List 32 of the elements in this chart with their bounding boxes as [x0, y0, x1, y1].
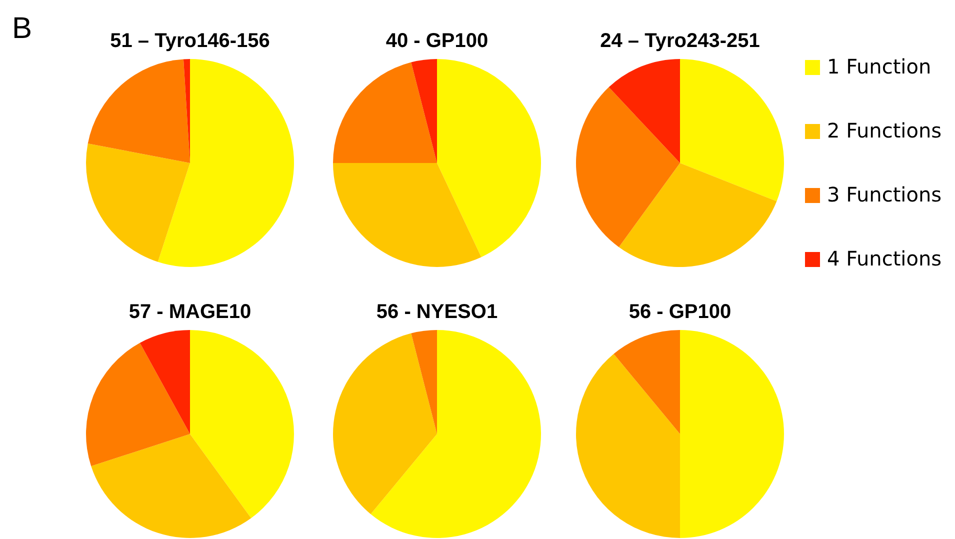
pie-slice — [333, 333, 437, 514]
chart-title: 57 - MAGE10 — [128, 301, 252, 323]
chart-title: 24 – Tyro243-251 — [600, 30, 760, 52]
pie-slice — [91, 434, 252, 538]
legend-label: 4 Functions — [827, 246, 942, 270]
legend-label: 3 Functions — [827, 182, 942, 206]
chart-title: 56 - GP100 — [628, 301, 732, 323]
pie-slice — [190, 330, 294, 518]
pie-slice — [88, 59, 190, 163]
pie-slice — [576, 87, 680, 248]
legend-label: 1 Function — [827, 54, 932, 78]
pie-slice — [680, 59, 784, 202]
pie-slice — [411, 330, 437, 434]
pie-slice — [333, 62, 437, 163]
pie-slice — [680, 330, 784, 538]
chart-title: 51 – Tyro146-156 — [110, 30, 270, 52]
pie-slice — [614, 330, 680, 434]
text: B — [12, 12, 32, 45]
pie-slice — [86, 144, 190, 262]
legend-label: 2 Functions — [827, 118, 942, 142]
pie-slice — [333, 163, 482, 267]
pie-slice — [437, 59, 541, 258]
pie-slice — [370, 330, 541, 538]
pie-slice — [576, 354, 680, 538]
pie-slice — [86, 342, 190, 466]
pie-slice — [618, 163, 777, 267]
chart-title: 40 - GP100 — [386, 30, 488, 52]
pie-slice — [411, 59, 437, 163]
pie-slice — [608, 59, 680, 163]
pie-slice — [158, 59, 294, 267]
chart-title: 56 - NYESO1 — [376, 301, 498, 323]
pie-slice — [140, 330, 190, 434]
